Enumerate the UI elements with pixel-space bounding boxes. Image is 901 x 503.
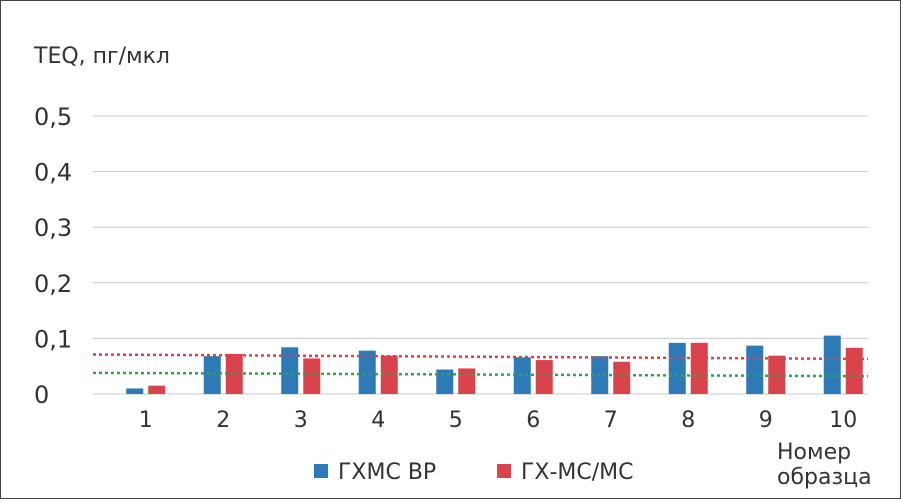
bar [613, 361, 631, 394]
y-tick-label: 0,4 [34, 159, 72, 187]
bar [513, 357, 531, 394]
x-tick-label: 1 [139, 408, 153, 433]
x-tick-label: 8 [681, 408, 695, 433]
x-tick-label: 9 [759, 408, 773, 433]
bar [458, 368, 476, 394]
x-axis-label-line1: Номер [777, 440, 851, 465]
bar [358, 350, 376, 394]
y-tick-label: 0,3 [34, 214, 72, 242]
bar [126, 388, 144, 394]
bar [203, 356, 221, 394]
x-tick-label: 4 [371, 408, 385, 433]
legend-swatch [314, 464, 328, 478]
legend: ГХМС ВР ГХ-МС/МС [314, 460, 634, 485]
x-tick-labels: 1 2 3 4 5 6 7 8 9 10 [139, 408, 858, 433]
bar [690, 342, 708, 394]
x-tick-label: 5 [449, 408, 463, 433]
bar [668, 342, 686, 394]
legend-label: ГХМС ВР [338, 460, 436, 485]
bar [746, 345, 764, 394]
x-tick-label: 2 [216, 408, 230, 433]
bars [126, 335, 863, 394]
bar [281, 347, 299, 394]
y-tick-label: 0,1 [34, 325, 72, 353]
legend-label: ГХ-МС/МС [521, 460, 634, 485]
y-tick-label: 0,5 [34, 103, 72, 131]
x-tick-label: 6 [526, 408, 540, 433]
bar [768, 355, 786, 394]
bar [823, 335, 841, 394]
x-tick-label: 10 [829, 408, 857, 433]
y-tick-label: 0 [34, 381, 49, 409]
y-tick-label: 0,2 [34, 270, 72, 298]
bar [535, 360, 553, 394]
bar [148, 385, 166, 394]
bar [845, 347, 863, 394]
y-axis-label: TEQ, пг/мкл [33, 44, 170, 69]
bar [225, 353, 243, 394]
bar [436, 369, 454, 394]
legend-swatch [497, 464, 511, 478]
x-axis-label-line2: образца [777, 465, 872, 490]
y-tick-labels: 0 0,1 0,2 0,3 0,4 0,5 [34, 103, 72, 409]
x-tick-label: 7 [604, 408, 618, 433]
x-tick-label: 3 [294, 408, 308, 433]
bar [303, 358, 321, 394]
gridlines [93, 115, 868, 395]
